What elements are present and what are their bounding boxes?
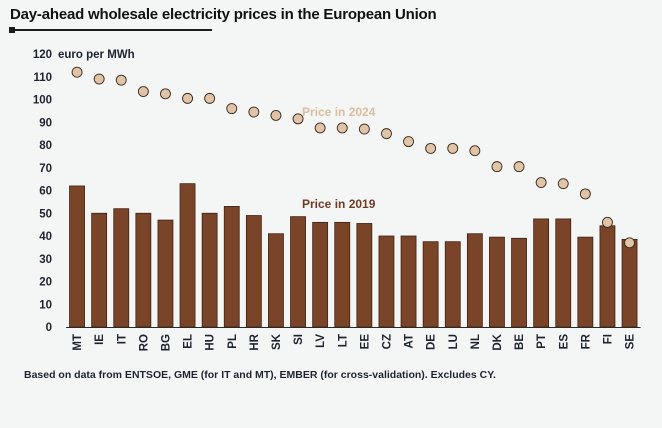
bar [157,219,174,328]
bar [555,218,572,328]
y-tick-label: 120 [33,49,52,61]
bar [223,206,240,328]
y-tick-label: 90 [39,117,52,129]
data-point [447,142,459,154]
bar [533,218,550,328]
y-tick-label: 100 [33,95,52,107]
y-tick-label: 30 [39,254,52,266]
x-tick-label: LV [315,334,327,348]
x-tick-label: LU [448,334,460,349]
bar [201,212,218,328]
bar [378,235,395,328]
title-underline-marker [9,27,15,33]
data-point [535,177,547,188]
data-point [425,142,437,154]
data-point [115,74,127,86]
x-tick-label: EE [359,334,371,350]
data-point [336,122,348,134]
y-tick-label: 20 [39,277,52,289]
data-point [292,113,304,125]
bar [400,235,417,328]
bar [245,215,262,328]
data-point [469,145,481,157]
y-tick-label: 70 [39,163,52,175]
bar [511,237,527,328]
x-tick-label: IT [116,334,128,344]
bar [135,212,152,328]
chart-title: Day-ahead wholesale electricity prices i… [10,6,437,23]
x-tick-label: EL [183,334,195,349]
x-tick-label: LT [337,334,349,347]
x-tick-label: SK [271,333,283,350]
data-point [226,103,238,115]
data-point [159,88,171,100]
x-tick-label: FR [580,333,592,349]
x-tick-label: BE [514,334,526,350]
bar [356,223,373,328]
x-tick-label: HU [205,334,217,351]
bar [422,241,439,328]
data-point [602,216,613,228]
x-tick-label: SI [293,334,305,345]
bar [69,185,85,328]
data-point [93,73,105,85]
bar [268,233,284,328]
x-tick-label: HR [249,333,261,350]
bar [466,233,483,328]
data-point [248,106,260,118]
x-tick-label: DK [492,333,504,350]
x-tick-label: PL [227,334,239,349]
x-tick-label: IE [94,334,106,345]
bar [577,236,594,328]
data-point [557,178,569,190]
x-tick-label: ES [558,334,570,350]
y-tick-label: 60 [39,186,52,198]
x-tick-label: AT [404,334,416,348]
series-label-2024: Price in 2024 [302,105,376,119]
title-underline [12,29,212,31]
x-tick-label: BG [160,334,172,351]
bar [334,221,351,328]
data-point [579,188,591,200]
y-tick-label: 40 [39,231,52,243]
data-point [204,92,216,104]
y-tick-label: 50 [39,208,52,220]
x-tick-label: NL [470,334,482,349]
data-point [137,86,149,97]
x-tick-label: FI [602,334,614,344]
bar [312,221,329,328]
bar [621,239,638,328]
data-point [513,161,525,173]
bar [489,236,505,328]
bar [113,208,130,328]
data-point [314,122,326,134]
series-label-2019: Price in 2019 [302,197,376,211]
bar [290,216,306,328]
bar [179,183,196,328]
data-point [182,92,194,104]
y-axis-unit-label: euro per MWh [58,49,135,61]
bar [599,225,616,328]
data-point [381,128,392,140]
x-tick-label: SE [625,334,637,350]
x-tick-label: RO [138,334,150,351]
data-point [624,237,635,249]
y-tick-label: 110 [33,72,52,84]
x-tick-label: MT [72,334,84,351]
data-point [71,66,83,78]
x-tick-label: PT [536,334,548,349]
y-tick-label: 10 [39,299,52,311]
data-point [491,161,503,173]
data-point [403,136,414,148]
bar [91,212,108,328]
data-point [270,109,282,121]
bar [444,241,461,328]
y-tick-label: 80 [39,140,52,152]
data-point [358,123,370,135]
x-tick-label: CZ [381,334,393,349]
x-tick-label: DE [426,334,438,350]
y-tick-label: 0 [46,322,52,334]
footnote: Based on data from ENTSOE, GME (for IT a… [24,369,496,381]
